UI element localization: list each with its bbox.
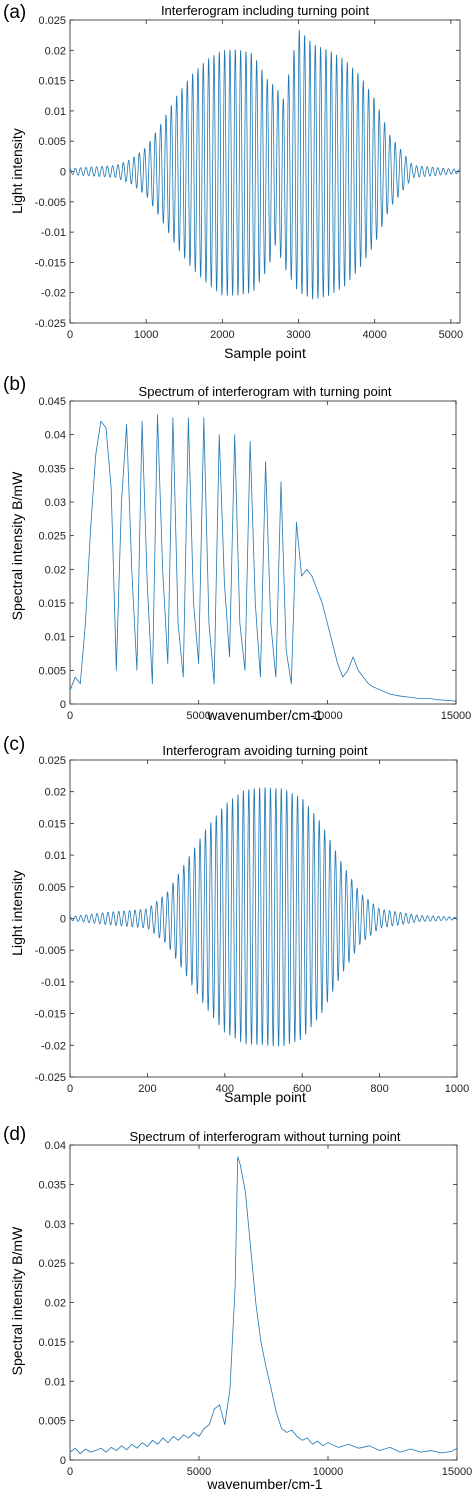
y-axis-label: Light intensity — [9, 870, 25, 956]
y-tick-label: 0 — [60, 914, 66, 926]
x-tick-label: 0 — [67, 1083, 73, 1095]
plot-frame — [69, 1144, 458, 1461]
x-tick-label: 15000 — [442, 1466, 473, 1478]
y-tick-label: 0.02 — [45, 1298, 66, 1310]
chart-c-svg: 0 200 400 600 800 1000 0.025 0.02 0.015 0.01 0.005… — [35, 755, 469, 1095]
y-tick-label: -0.005 — [35, 945, 66, 957]
y-tick-label: 0.03 — [45, 1219, 66, 1231]
y-tick-label: 0.015 — [38, 598, 66, 610]
y-tick-label: 0 — [60, 1455, 66, 1467]
y-tick-label: -0.01 — [41, 977, 66, 989]
series-line — [69, 1156, 458, 1455]
x-tick-label: 5000 — [186, 710, 210, 722]
panel-label: (d) — [3, 1124, 27, 1145]
y-tick-label: 0.02 — [45, 787, 66, 799]
x-tick-label: 5000 — [187, 1466, 211, 1478]
chart-title: Spectrum of interferogram with turning p… — [138, 384, 392, 399]
y-tick-label: 0.02 — [45, 45, 66, 57]
series-line — [69, 787, 458, 1047]
x-tick-label: 10000 — [313, 1466, 344, 1478]
y-tick-label: 0.03 — [45, 497, 66, 509]
y-tick-label: 0.04 — [45, 430, 66, 442]
y-tick-label: 0.045 — [38, 396, 66, 408]
panel-label: (b) — [3, 374, 27, 395]
y-tick-label: -0.02 — [41, 1040, 66, 1052]
panel-b: 0 5000 10000 15000 0.045 0.04 0.035 0.03 0.025 0.… — [0, 370, 474, 730]
x-axis-label: wavenumber/cm-1 — [207, 1476, 323, 1492]
y-tick-label: 0.025 — [38, 15, 66, 27]
x-tick-label: 400 — [216, 1083, 234, 1095]
x-tick-label: 200 — [138, 1083, 156, 1095]
y-tick-label: 0.025 — [38, 755, 66, 767]
y-tick-label: 0.005 — [38, 882, 66, 894]
x-tick-label: 1000 — [445, 1083, 469, 1095]
plot-frame — [69, 400, 457, 705]
chart-b-svg: 0 5000 10000 15000 0.045 0.04 0.035 0.03 0.025 0.… — [38, 396, 472, 722]
x-axis-label: Sample point — [224, 1089, 306, 1105]
y-axis-label: Spectral intensity B/mW — [9, 471, 25, 621]
chart-title: Spectrum of interferogram without turnin… — [129, 1129, 401, 1144]
panel-a: 0 1000 2000 3000 4000 5000 0.025 0.02 0.015 0.01 0… — [0, 0, 474, 370]
y-tick-label: 0.035 — [38, 1179, 66, 1191]
panel-label: (a) — [3, 2, 27, 23]
y-tick-label: 0.01 — [45, 850, 66, 862]
y-tick-label: -0.02 — [41, 288, 66, 300]
y-tick-label: 0.01 — [45, 1376, 66, 1388]
y-tick-label: 0.005 — [38, 136, 66, 148]
y-tick-label: 0.015 — [38, 1337, 66, 1349]
y-tick-label: 0.01 — [45, 632, 66, 644]
x-tick-label: 0 — [67, 329, 73, 341]
chart-title: Interferogram avoiding turning point — [162, 743, 368, 758]
x-tick-label: 1000 — [134, 329, 158, 341]
chart-d-svg: 0 5000 10000 15000 0.04 0.035 0.03 0.025 0.02 0.0… — [38, 1140, 473, 1478]
y-tick-label: 0.035 — [38, 463, 66, 475]
y-tick-label: 0.005 — [38, 1416, 66, 1428]
panel-label: (c) — [3, 734, 26, 755]
chart-title: Interferogram including turning point — [160, 3, 370, 18]
x-tick-label: 15000 — [441, 710, 472, 722]
y-tick-label: -0.01 — [41, 227, 66, 239]
y-tick-label: -0.015 — [35, 1009, 66, 1021]
x-tick-label: 0 — [67, 710, 73, 722]
y-tick-label: 0.01 — [45, 106, 66, 118]
x-axis-label: Sample point — [224, 345, 306, 361]
y-tick-label: -0.005 — [35, 197, 66, 209]
series-line — [69, 414, 457, 702]
y-axis-label: Spectral intensity B/mW — [9, 1226, 25, 1376]
x-tick-label: 600 — [293, 1083, 311, 1095]
x-tick-label: 5000 — [439, 329, 463, 341]
y-tick-label: 0.015 — [38, 818, 66, 830]
y-tick-label: -0.025 — [35, 1072, 66, 1084]
y-axis-label: Light intensity — [9, 128, 25, 214]
x-tick-label: 800 — [370, 1083, 388, 1095]
x-tick-label: 10000 — [312, 710, 343, 722]
plot-frame — [69, 19, 461, 324]
x-tick-label: 3000 — [286, 329, 310, 341]
panel-c: 0 200 400 600 800 1000 0.025 0.02 0.015 0.01 0.005… — [0, 730, 474, 1115]
x-tick-label: 4000 — [362, 329, 386, 341]
chart-a-svg: 0 1000 2000 3000 4000 5000 0.025 0.02 0.015 0.01 0… — [35, 15, 463, 341]
y-tick-label: 0.025 — [38, 531, 66, 543]
y-tick-label: 0.02 — [45, 564, 66, 576]
y-tick-label: 0.04 — [45, 1140, 66, 1152]
x-tick-label: 0 — [67, 1466, 73, 1478]
y-tick-label: -0.025 — [35, 318, 66, 330]
x-axis-label: wavenumber/cm-1 — [207, 707, 323, 723]
y-tick-label: 0 — [60, 699, 66, 711]
y-tick-label: 0.015 — [38, 76, 66, 88]
series-line — [69, 29, 461, 300]
y-tick-label: 0.025 — [38, 1258, 66, 1270]
y-tick-label: 0.005 — [38, 665, 66, 677]
y-tick-label: -0.015 — [35, 257, 66, 269]
y-tick-label: 0 — [60, 167, 66, 179]
x-tick-label: 2000 — [210, 329, 234, 341]
panel-d: 0 5000 10000 15000 0.04 0.035 0.03 0.025 0.02 0.0… — [0, 1115, 474, 1500]
